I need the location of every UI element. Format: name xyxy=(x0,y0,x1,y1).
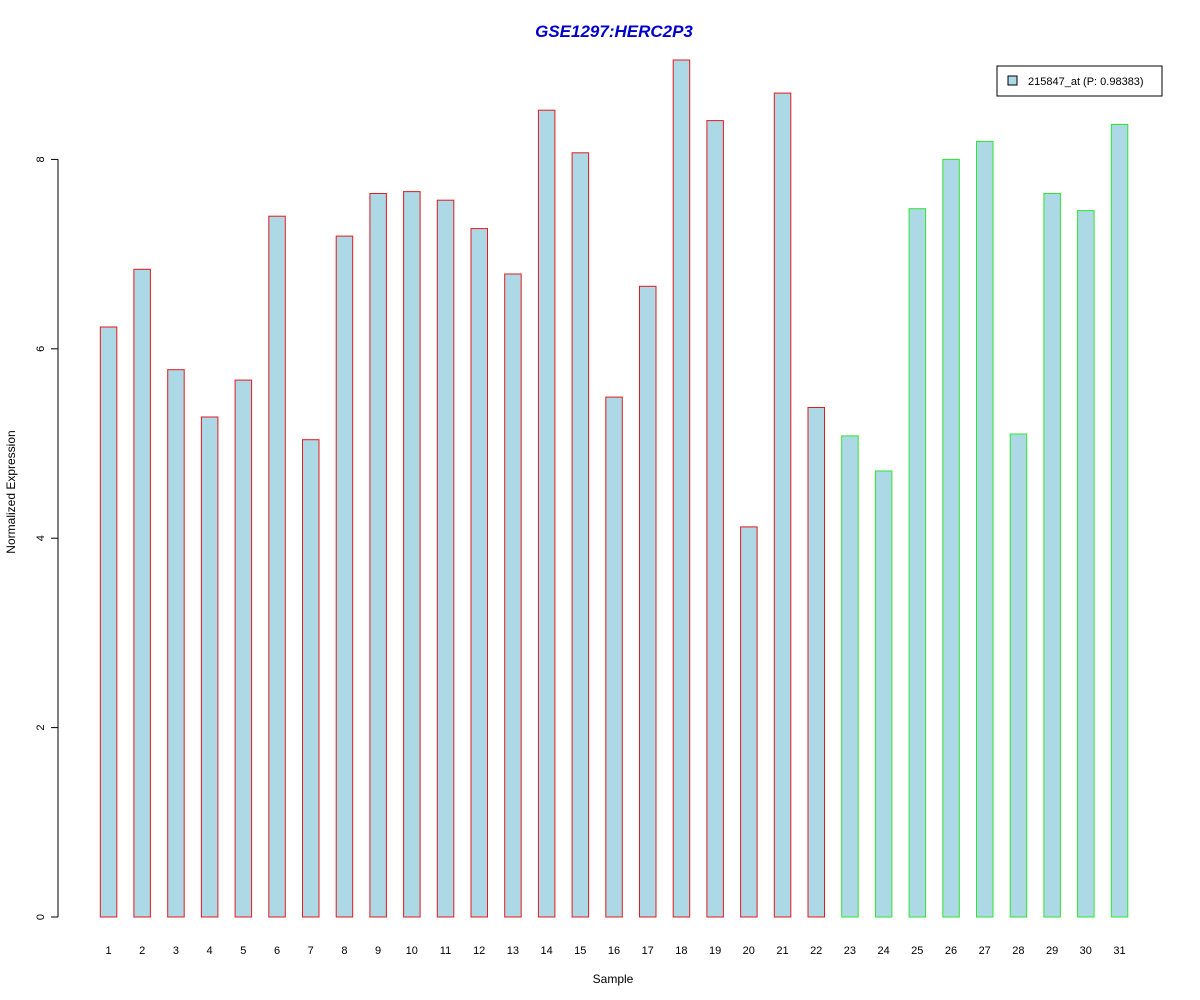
chart-title: GSE1297:HERC2P3 xyxy=(535,22,693,41)
bar-sample-13 xyxy=(504,273,522,918)
bar-sample-23 xyxy=(841,435,859,918)
x-tick-label: 1 xyxy=(105,945,111,957)
bar-sample-3 xyxy=(167,369,185,918)
x-tick-label: 20 xyxy=(743,945,755,957)
legend: 215847_at (P: 0.98383) xyxy=(996,65,1163,97)
y-tick-label: 6 xyxy=(35,346,47,352)
x-tick-label: 28 xyxy=(1012,945,1024,957)
x-tick-label: 14 xyxy=(540,945,552,957)
y-axis: 0 2 4 6 8 xyxy=(35,156,59,920)
bar-sample-4 xyxy=(200,416,219,918)
bar-sample-15 xyxy=(571,152,590,918)
bar-sample-25 xyxy=(908,208,927,918)
bar-sample-16 xyxy=(605,396,623,918)
bar-sample-7 xyxy=(302,439,320,918)
bar-sample-21 xyxy=(773,92,792,918)
legend-label: 215847_at (P: 0.98383) xyxy=(1028,76,1144,88)
bar-sample-17 xyxy=(639,285,657,918)
x-tick-label: 5 xyxy=(240,945,246,957)
x-tick-label: 22 xyxy=(810,945,822,957)
bar-sample-5 xyxy=(234,379,253,918)
x-tick-label: 17 xyxy=(642,945,654,957)
x-tick-label: 3 xyxy=(173,945,179,957)
x-tick-label: 26 xyxy=(945,945,957,957)
bar-sample-31 xyxy=(1110,123,1129,918)
x-axis-label: Sample xyxy=(593,972,634,986)
bar-sample-29 xyxy=(1043,193,1061,918)
x-axis: 1 2 3 4 5 6 7 8 9 10 11 12 13 14 15 16 17 18 19 20 21 22 23 24 2… xyxy=(105,945,1125,957)
x-tick-label: 29 xyxy=(1046,945,1058,957)
x-tick-label: 12 xyxy=(473,945,485,957)
x-tick-label: 11 xyxy=(440,945,451,957)
bar-sample-30 xyxy=(1077,210,1095,918)
x-tick-label: 23 xyxy=(844,945,856,957)
bar-sample-12 xyxy=(470,228,488,918)
bar-sample-19 xyxy=(706,120,724,918)
legend-swatch xyxy=(1007,75,1018,86)
y-tick-label: 2 xyxy=(35,725,47,731)
x-tick-label: 30 xyxy=(1080,945,1092,957)
x-tick-label: 21 xyxy=(776,945,788,957)
bar-sample-22 xyxy=(807,407,825,918)
x-tick-label: 10 xyxy=(406,945,418,957)
bar-sample-11 xyxy=(436,199,455,918)
x-tick-label: 27 xyxy=(979,945,991,957)
x-tick-label: 4 xyxy=(207,945,213,957)
y-tick-label: 0 xyxy=(35,914,47,920)
y-tick-label: 8 xyxy=(35,156,47,162)
x-tick-label: 6 xyxy=(274,945,280,957)
bar-sample-2 xyxy=(133,268,151,918)
bar-sample-6 xyxy=(268,215,286,918)
x-tick-label: 9 xyxy=(375,945,381,957)
x-tick-label: 18 xyxy=(675,945,687,957)
bar-sample-1 xyxy=(99,326,118,918)
bar-sample-20 xyxy=(740,526,758,918)
bar-sample-26 xyxy=(942,158,960,918)
bar-sample-27 xyxy=(976,140,994,918)
y-tick-label: 4 xyxy=(35,535,47,541)
bar-sample-14 xyxy=(537,109,556,918)
bars xyxy=(99,59,1129,918)
x-tick-label: 25 xyxy=(911,945,923,957)
bar-sample-8 xyxy=(335,235,354,918)
legend-box xyxy=(996,65,1163,97)
x-tick-label: 31 xyxy=(1113,945,1125,957)
x-tick-label: 24 xyxy=(877,945,889,957)
x-tick-label: 15 xyxy=(574,945,586,957)
y-axis-label: Normalized Expression xyxy=(4,430,18,553)
x-tick-label: 19 xyxy=(709,945,721,957)
bar-sample-28 xyxy=(1009,433,1028,918)
bar-sample-18 xyxy=(672,59,691,918)
x-tick-label: 7 xyxy=(308,945,314,957)
x-tick-label: 2 xyxy=(139,945,145,957)
bar-sample-9 xyxy=(369,193,387,918)
x-tick-label: 8 xyxy=(341,945,347,957)
bar-sample-24 xyxy=(874,470,893,918)
x-tick-label: 13 xyxy=(507,945,519,957)
bar-sample-10 xyxy=(403,191,421,918)
x-tick-label: 16 xyxy=(608,945,620,957)
